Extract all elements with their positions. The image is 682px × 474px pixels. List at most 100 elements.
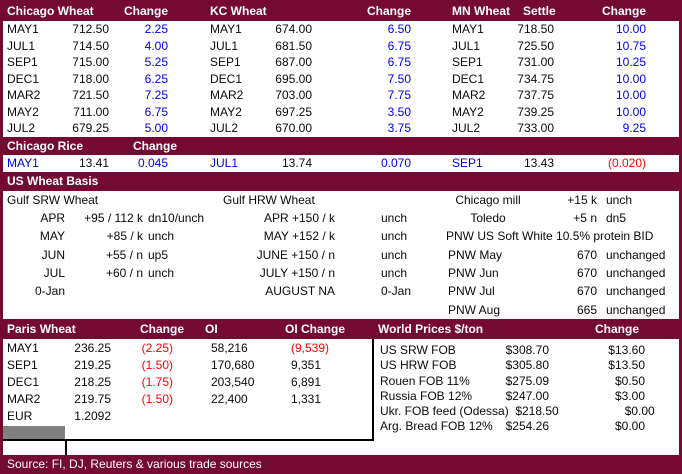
change-value: $0.50 xyxy=(614,373,645,388)
change-value: 10.00 xyxy=(615,22,646,36)
open-interest: 170,680 xyxy=(211,357,255,372)
paris-bottom-border xyxy=(3,438,374,441)
hrw-change: 0-Jan xyxy=(381,284,412,299)
futures-header-band: Chicago Wheat Change KC Wheat Change MN … xyxy=(3,0,679,21)
contract-month: DEC1 xyxy=(7,374,40,389)
rice-change: 0.045 xyxy=(137,155,168,170)
paris-row: MAR2 219.75 (1.50) 22,400 1,331 xyxy=(3,391,373,408)
change-value: 6.50 xyxy=(387,22,411,36)
change-value: (2.25) xyxy=(141,340,173,355)
futures-row: MAY1 674.00 6.50 xyxy=(206,21,446,38)
srw-month: 0-Jan xyxy=(34,284,65,299)
srw-section-title: Gulf SRW Wheat xyxy=(7,192,99,207)
settle-value: 687.00 xyxy=(275,55,312,70)
contract-month: MAR2 xyxy=(452,88,486,103)
rice-contract-month: SEP1 xyxy=(452,155,483,170)
contract-month: MAY2 xyxy=(452,104,484,119)
hrw-change: unch xyxy=(381,266,408,280)
settle-value: 721.50 xyxy=(72,88,109,103)
change-value: 7.75 xyxy=(387,88,411,103)
basis-row: JUL +60 / n unch JULY +150 / n unch PNW … xyxy=(3,264,679,282)
settle-value: 219.25 xyxy=(74,357,111,372)
contract-month: JUL2 xyxy=(7,121,36,136)
chicago-change-header: Change xyxy=(123,3,168,18)
futures-row: JUL2 670.00 3.75 xyxy=(206,120,446,137)
futures-row: DEC1 718.00 6.25 xyxy=(3,71,206,88)
contract-month: JUL2 xyxy=(210,121,239,136)
change-value: (1.50) xyxy=(141,391,173,406)
contract-month: DEC1 xyxy=(210,71,243,86)
change-value: 10.00 xyxy=(615,88,646,103)
futures-row: MAY2 711.00 6.75 xyxy=(3,104,206,121)
market-label: US SRW FOB xyxy=(380,342,456,357)
kc-wheat-header: KC Wheat Change xyxy=(206,0,446,21)
change-value: 6.25 xyxy=(144,71,168,86)
basis-row: Gulf SRW Wheat Gulf HRW Wheat Chicago mi… xyxy=(3,191,679,209)
srw-change: dn10/unch xyxy=(148,211,205,226)
world-price-row: Rouen FOB 11% $275.09 $0.50 xyxy=(374,374,679,389)
futures-row: MAY2 697.25 3.50 xyxy=(206,104,446,121)
hrw-change: unch xyxy=(381,247,408,262)
contract-month: MAY2 xyxy=(210,104,242,119)
futures-row: SEP1 731.00 10.25 xyxy=(446,54,679,71)
empty-cell-strip xyxy=(3,440,679,455)
change-value: 6.75 xyxy=(387,38,411,53)
price-value: $218.50 xyxy=(515,404,559,419)
change-value: 7.25 xyxy=(144,88,168,103)
change-value: 5.25 xyxy=(144,55,168,70)
world-price-row: Russia FOB 12% $247.00 $3.00 xyxy=(374,389,679,404)
change-value: 2.25 xyxy=(144,22,168,36)
chicago-wheat-title: Chicago Wheat xyxy=(7,3,94,18)
futures-row: MAY1 718.50 10.00 xyxy=(446,21,679,38)
world-change-header: Change xyxy=(595,321,640,336)
world-prices-rows: US SRW FOB $308.70 $13.60 US HRW FOB $30… xyxy=(372,338,679,439)
change-value: $13.60 xyxy=(608,342,645,357)
srw-month: MAY xyxy=(39,229,65,244)
futures-row: MAR2 721.50 7.25 xyxy=(3,87,206,104)
basis-label: PNW May xyxy=(448,247,502,262)
hrw-change: unch xyxy=(381,229,408,244)
rice-contract-month: MAY1 xyxy=(7,155,39,170)
contract-month: MAR2 xyxy=(210,88,244,103)
world-price-row: Ukr. FOB feed (Odessa) $218.50 $0.00 xyxy=(374,404,679,419)
contract-month: SEP1 xyxy=(7,55,38,70)
contract-month: JUL2 xyxy=(452,121,481,136)
basis-title: US Wheat Basis xyxy=(7,173,99,188)
price-value: $305.80 xyxy=(505,358,549,373)
change-value: 10.00 xyxy=(615,71,646,86)
price-value: $275.09 xyxy=(505,373,549,388)
change-value: 3.75 xyxy=(387,121,411,136)
world-price-row: US SRW FOB $308.70 $13.60 xyxy=(374,343,679,358)
futures-row: MAR2 703.00 7.75 xyxy=(206,87,446,104)
contract-month: DEC1 xyxy=(7,71,40,86)
srw-change: unch xyxy=(148,266,175,280)
change-value: 6.75 xyxy=(387,55,411,70)
settle-value: 739.25 xyxy=(517,104,554,119)
paris-wheat-rows: MAY1 236.25 (2.25) 58,216 (9,539) SEP1 2… xyxy=(3,340,373,425)
change-value: 10.75 xyxy=(615,38,646,53)
basis-label: PNW Jul xyxy=(448,284,495,299)
contract-month: JUL1 xyxy=(210,38,239,53)
market-label: Russia FOB 12% xyxy=(380,388,473,403)
open-interest-change xyxy=(288,408,373,425)
change-value: $0.00 xyxy=(614,419,645,434)
hrw-bid: MAY +152 / k xyxy=(263,229,335,244)
basis-label: PNW Aug xyxy=(448,302,501,317)
open-interest: 203,540 xyxy=(211,374,255,389)
change-value: 10.00 xyxy=(615,104,646,119)
settle-value: 725.50 xyxy=(517,38,554,53)
basis-row: JUN +55 / n up5 JUNE +150 / n unch PNW M… xyxy=(3,246,679,264)
settle-value: 219.75 xyxy=(74,391,111,406)
open-interest-change: 6,891 xyxy=(291,374,322,389)
settle-value: 670.00 xyxy=(275,121,312,136)
futures-row: MAY1 712.50 2.25 xyxy=(3,21,206,38)
chicago-wheat-header: Chicago Wheat Change xyxy=(3,0,206,21)
paris-oi-change-header: OI Change xyxy=(285,321,346,336)
basis-value: +15 k unch xyxy=(567,192,633,207)
open-interest: 58,216 xyxy=(211,340,248,355)
srw-change: unch xyxy=(148,229,175,244)
world-prices-title: World Prices $/ton xyxy=(378,321,484,336)
open-interest xyxy=(208,408,288,425)
settle-value: 674.00 xyxy=(275,22,312,36)
contract-month: MAR2 xyxy=(7,391,41,406)
